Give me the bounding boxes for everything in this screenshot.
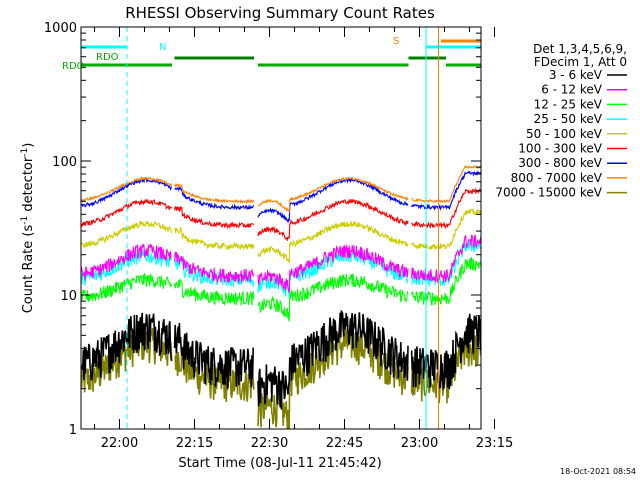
x-tick-label: 22:45 xyxy=(326,436,363,451)
y-tick-label: 1 xyxy=(69,423,77,438)
flag-label-n: N xyxy=(159,42,166,53)
legend-entry-label: 7000 - 15000 keV xyxy=(495,186,602,200)
x-axis: 22:00 22:15 22:30 22:45 23:00 23:15 xyxy=(94,27,513,451)
y-axis-label-sup1: -1 xyxy=(20,216,30,225)
legend-header-line: Det 1,3,4,5,6,9, xyxy=(533,42,627,56)
flag-label-rdo-lower: RDO xyxy=(62,61,85,72)
legend-entry-label: 800 - 7000 keV xyxy=(511,171,603,185)
x-tick-label: 23:15 xyxy=(476,436,513,451)
series-line-5 xyxy=(81,187,481,241)
series-line-6 xyxy=(81,170,481,224)
y-axis-label-end: ) xyxy=(21,143,36,148)
x-tick-label: 22:00 xyxy=(101,436,138,451)
series-line-0 xyxy=(81,309,481,410)
y-axis-label: Count Rate (s-1 detector-1) xyxy=(20,143,36,314)
x-axis-label: Start Time (08-Jul-11 21:45:42) xyxy=(178,456,381,471)
y-tick-label: 1000 xyxy=(44,21,77,36)
series-line-4 xyxy=(81,207,481,264)
timestamp: 18-Oct-2021 08:54 xyxy=(560,467,636,476)
legend-entry-label: 6 - 12 keV xyxy=(541,83,603,97)
series-line-8 xyxy=(81,327,481,429)
x-tick-label: 22:30 xyxy=(251,436,288,451)
legend-entry-label: 12 - 25 keV xyxy=(534,97,603,111)
legend-header-line: FDecim 1, Att 0 xyxy=(534,55,627,69)
series-line-2 xyxy=(81,257,481,322)
x-tick-label: 23:00 xyxy=(401,436,438,451)
legend-entry-label: 3 - 6 keV xyxy=(549,68,603,82)
y-axis-label-sup2: -1 xyxy=(20,148,30,157)
legend-entry-label: 25 - 50 keV xyxy=(534,112,603,126)
legend: Det 1,3,4,5,6,9,FDecim 1, Att 03 - 6 keV… xyxy=(495,42,627,200)
flags-layer xyxy=(81,39,481,67)
legend-entry-label: 100 - 300 keV xyxy=(518,142,602,156)
y-axis: 1 10 100 1000 xyxy=(44,21,481,438)
legend-entry-label: 50 - 100 keV xyxy=(526,127,603,141)
y-tick-label: 100 xyxy=(52,155,77,170)
series-line-1 xyxy=(81,234,481,293)
markers-layer xyxy=(81,27,481,429)
flag-label-rdo-upper: RDO xyxy=(96,52,119,63)
plot-frame xyxy=(80,26,482,430)
legend-entry-label: 300 - 800 keV xyxy=(518,156,602,170)
series-layer xyxy=(81,165,481,429)
series-line-7 xyxy=(81,165,481,214)
y-tick-label: 10 xyxy=(60,289,77,304)
flag-label-s: S xyxy=(393,36,399,47)
y-axis-label-mid: detector xyxy=(21,156,36,216)
x-tick-label: 22:15 xyxy=(176,436,213,451)
y-axis-label-main: Count Rate (s xyxy=(21,225,36,314)
chart-title: RHESSI Observing Summary Count Rates xyxy=(125,4,435,22)
